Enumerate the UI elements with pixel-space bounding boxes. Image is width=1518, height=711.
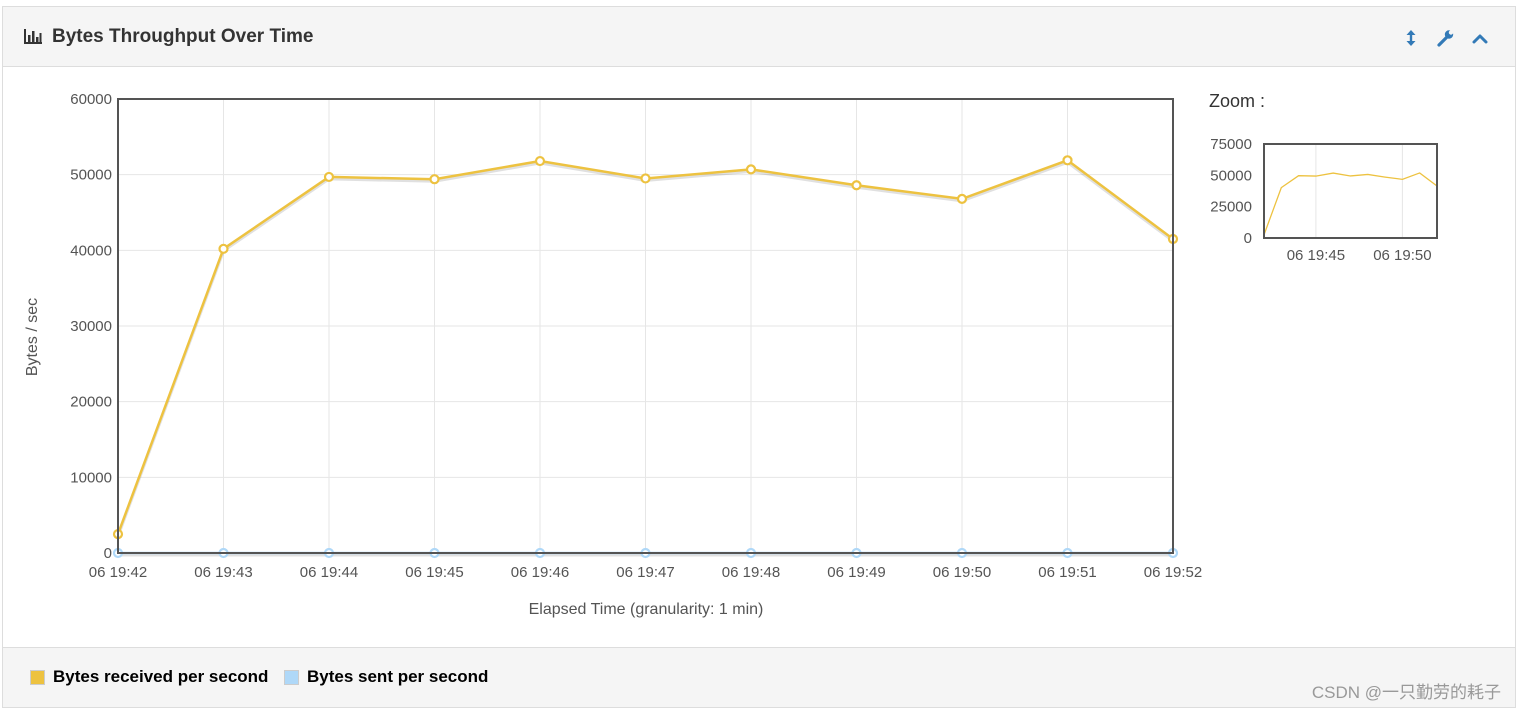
x-tick-label: 06 19:44 xyxy=(300,564,358,581)
x-tick-label: 06 19:51 xyxy=(1038,564,1096,581)
x-tick-label: 06 19:43 xyxy=(194,564,252,581)
watermark: CSDN @一只勤劳的耗子 xyxy=(1311,683,1501,702)
main-chart[interactable]: 0 10000 20000 30000 40000 50000 60000 06 19:42 0… xyxy=(3,67,1515,647)
legend-label-sent: Bytes sent per second xyxy=(307,667,489,686)
zoom-y-tick-label: 50000 xyxy=(1210,167,1252,184)
x-tick-label: 06 19:47 xyxy=(616,564,674,581)
x-tick-label: 06 19:50 xyxy=(933,564,991,581)
x-tick-label: 06 19:49 xyxy=(827,564,885,581)
y-axis-label: Bytes / sec xyxy=(24,298,41,376)
collapse-button[interactable] xyxy=(1469,27,1491,49)
data-point-received xyxy=(1062,155,1073,166)
zoom-x-tick-label: 06 19:45 xyxy=(1287,247,1345,264)
data-point-received xyxy=(745,164,757,175)
legend-label-received: Bytes received per second xyxy=(53,667,269,686)
data-point-received xyxy=(640,173,651,184)
data-point-received xyxy=(534,155,546,167)
y-tick-label: 20000 xyxy=(70,394,112,411)
panel-title: Bytes Throughput Over Time xyxy=(52,26,314,47)
x-tick-label: 06 19:46 xyxy=(511,564,569,581)
x-axis-label: Elapsed Time (granularity: 1 min) xyxy=(529,601,764,618)
x-tick-label: 06 19:48 xyxy=(722,564,780,581)
x-tick-label: 06 19:42 xyxy=(89,564,147,581)
zoom-x-tick-label: 06 19:50 xyxy=(1373,247,1431,264)
legend-swatch-sent xyxy=(284,669,299,685)
data-point-received xyxy=(851,180,862,191)
y-tick-label: 50000 xyxy=(70,167,112,184)
data-point-received xyxy=(956,193,968,204)
resize-vertical-icon xyxy=(1406,30,1416,46)
data-point-received xyxy=(323,171,335,183)
y-tick-label: 60000 xyxy=(70,91,112,108)
throughput-panel: Bytes Throughput Over Time 0 1000 xyxy=(2,6,1516,708)
legend-item-received[interactable]: Bytes received per second xyxy=(30,667,268,687)
settings-button[interactable] xyxy=(1434,27,1456,49)
zoom-series-received xyxy=(1263,172,1438,236)
zoom-label: Zoom : xyxy=(1209,91,1265,111)
chart-area: 0 10000 20000 30000 40000 50000 60000 06 19:42 0… xyxy=(3,67,1515,647)
data-point-received xyxy=(429,174,440,185)
legend-swatch-received xyxy=(30,669,45,685)
zoom-y-tick-label: 25000 xyxy=(1210,199,1252,216)
data-point-received xyxy=(218,243,229,254)
zoom-frame xyxy=(1263,143,1438,239)
zoom-y-tick-label: 75000 xyxy=(1210,136,1252,153)
y-tick-label: 10000 xyxy=(70,469,112,486)
y-tick-label: 40000 xyxy=(70,242,112,259)
chevron-up-icon xyxy=(1472,34,1488,44)
y-tick-label: 0 xyxy=(104,545,112,562)
y-tick-label: 30000 xyxy=(70,318,112,335)
resize-button[interactable] xyxy=(1400,27,1422,49)
legend: Bytes received per second Bytes sent per… xyxy=(3,647,1515,707)
zoom-y-tick-label: 0 xyxy=(1244,230,1252,247)
legend-item-sent[interactable]: Bytes sent per second xyxy=(284,667,488,687)
wrench-icon xyxy=(1437,30,1454,47)
panel-header: Bytes Throughput Over Time xyxy=(3,7,1515,67)
zoom-chart[interactable]: Zoom : 06 19:45 06 19:50 0 25000 50000 75000 xyxy=(1201,87,1501,287)
x-tick-label: 06 19:45 xyxy=(405,564,463,581)
plot-frame xyxy=(117,98,1174,554)
x-tick-label: 06 19:52 xyxy=(1144,564,1202,581)
bar-chart-icon xyxy=(24,29,42,44)
